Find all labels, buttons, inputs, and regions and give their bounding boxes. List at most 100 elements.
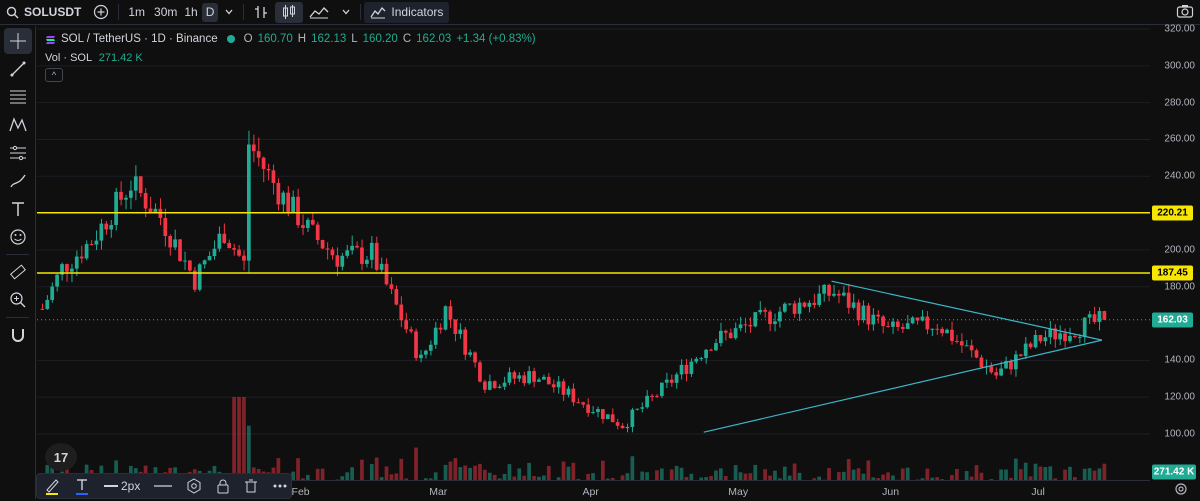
candle-body	[74, 256, 79, 269]
zoom-tool[interactable]	[4, 287, 32, 313]
fib-tool[interactable]	[4, 84, 32, 110]
text-color-button[interactable]	[67, 474, 97, 498]
crosshair-tool[interactable]	[4, 28, 32, 54]
timeframe-dropdown[interactable]	[218, 0, 240, 25]
candle-body	[424, 350, 428, 355]
high-label: H	[297, 33, 307, 45]
candle-body	[596, 409, 600, 413]
candle-body	[1009, 361, 1013, 370]
symbol-search[interactable]: SOLUSDT	[0, 0, 87, 25]
candle-body	[478, 362, 482, 382]
candle-body	[399, 304, 404, 321]
high-value: 162.13	[311, 33, 347, 45]
area-chart-icon	[309, 7, 329, 19]
candle-body	[1053, 328, 1058, 340]
volume-bar	[782, 466, 787, 492]
candle-body	[743, 324, 748, 326]
candle-body	[60, 264, 64, 275]
candle-body	[365, 259, 369, 264]
candle-body	[133, 176, 138, 191]
settings-drawing-button[interactable]	[179, 474, 209, 498]
candle-body	[723, 330, 728, 333]
candle-body	[197, 264, 202, 290]
prediction-tool[interactable]	[4, 140, 32, 166]
price-chart[interactable]	[37, 26, 1200, 499]
candle-body	[925, 316, 930, 330]
sol-logo-icon	[46, 35, 55, 44]
candle-style-button[interactable]	[275, 1, 304, 23]
delete-button[interactable]	[237, 474, 265, 498]
candle-body	[576, 402, 581, 404]
settings-button[interactable]	[1174, 482, 1188, 501]
candle-body	[876, 314, 881, 317]
candle-body	[905, 323, 910, 329]
hline-187-label: 187.45	[1152, 265, 1193, 281]
chart-style-dropdown[interactable]	[335, 0, 357, 25]
candle-body	[802, 302, 807, 307]
line-color-button[interactable]	[37, 474, 67, 498]
candle-body	[601, 409, 605, 419]
candle-body	[625, 426, 630, 429]
volume-bar	[733, 465, 738, 492]
candle-body	[635, 408, 640, 410]
volume-bar	[232, 397, 236, 492]
magnet-tool[interactable]	[4, 322, 32, 348]
candle-body	[507, 372, 512, 383]
brush-tool[interactable]	[4, 168, 32, 194]
candle-body	[261, 157, 266, 169]
candle-body	[861, 305, 866, 321]
candle-body	[419, 354, 423, 359]
plus-circle-icon	[94, 4, 109, 20]
trendline	[831, 280, 1103, 341]
candle-body	[817, 293, 822, 305]
candle-body	[94, 240, 99, 245]
candle-body	[409, 329, 413, 332]
line-width-button[interactable]: 2px	[97, 474, 147, 498]
candle-body	[1097, 311, 1102, 322]
emoji-tool[interactable]	[4, 224, 32, 250]
pattern-tool[interactable]	[4, 112, 32, 138]
open-label: O	[243, 33, 253, 45]
timeframe-active[interactable]: D	[201, 2, 219, 22]
ruler-tool[interactable]	[4, 259, 32, 285]
candle-body	[1102, 311, 1107, 320]
candle-body	[492, 381, 497, 388]
compare-button[interactable]	[87, 0, 115, 25]
area-style-button[interactable]	[303, 0, 335, 25]
volume-bar	[1102, 463, 1107, 492]
text-tool[interactable]	[4, 196, 32, 222]
tradingview-logo[interactable]: 17	[45, 443, 77, 471]
price-tick: 200.00	[1164, 244, 1195, 256]
candle-body	[989, 366, 994, 373]
candle-body	[846, 292, 851, 308]
time-tick: Jul	[1031, 486, 1045, 498]
collapse-legend-button[interactable]: ^	[45, 68, 63, 82]
search-icon	[6, 6, 19, 18]
candle-body	[610, 414, 615, 423]
candle-body	[728, 332, 733, 339]
line-style-button[interactable]	[147, 474, 179, 498]
trendline-tool[interactable]	[4, 56, 32, 82]
candle-body	[694, 358, 699, 362]
indicators-button[interactable]: Indicators	[364, 1, 450, 23]
more-button[interactable]	[265, 474, 295, 498]
bar-style-button[interactable]	[247, 0, 275, 25]
candle-body	[360, 247, 364, 264]
volume-bar	[566, 466, 571, 492]
timeframe-1m[interactable]: 1m	[128, 5, 146, 19]
candle-body	[1033, 335, 1038, 348]
candle-body	[669, 379, 674, 383]
candle-body	[620, 425, 625, 429]
low-value: 160.20	[362, 33, 398, 45]
price-axis[interactable]: 320.00 300.00 280.00 260.00 240.00 200.00 180.…	[1150, 24, 1200, 480]
price-tick: 140.00	[1164, 354, 1195, 366]
time-axis[interactable]: 2025FebMarAprMayJunJul	[37, 480, 1150, 499]
snapshot-button[interactable]	[1176, 3, 1194, 22]
candle-body	[443, 306, 448, 330]
lock-button[interactable]	[209, 474, 237, 498]
candle-body	[468, 352, 472, 355]
gear-icon	[1175, 483, 1187, 495]
timeframe-1h[interactable]: 1h	[184, 5, 198, 19]
timeframe-30m[interactable]: 30m	[154, 5, 178, 19]
candle-body	[787, 303, 792, 305]
